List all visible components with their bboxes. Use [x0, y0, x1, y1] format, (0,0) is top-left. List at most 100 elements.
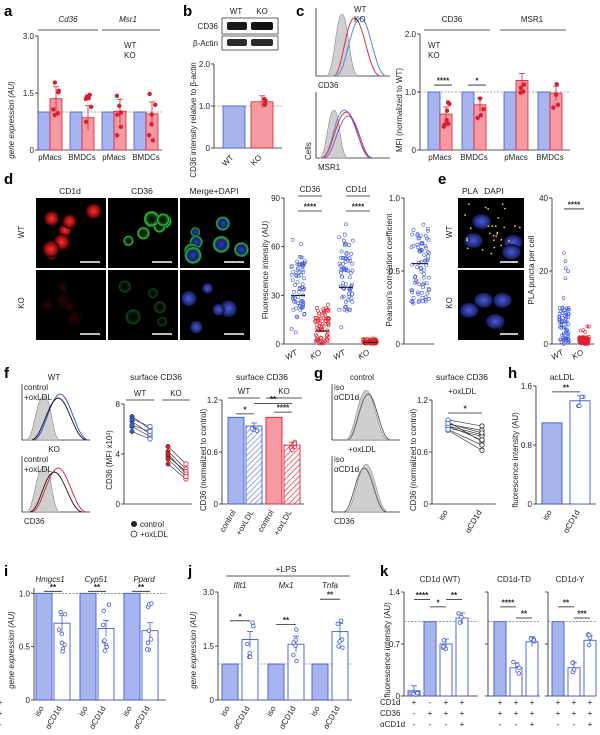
c-bar-ko-3 [549, 92, 563, 151]
f2-xlabel-3: +oxLDL [272, 508, 294, 537]
j-bar-0 [221, 663, 239, 701]
d1-point-0-64 [292, 299, 296, 304]
f1-control-1-3 [165, 461, 171, 467]
ylabel-j: gene expression (AU) [189, 611, 198, 689]
f2-3-point-2 [290, 447, 295, 453]
j-bar-1 [241, 639, 259, 701]
d-cell-0-0-3 [43, 210, 60, 227]
e-point-1-69 [586, 337, 590, 342]
h-bar-1 [569, 400, 591, 505]
e-point-1-66 [577, 336, 582, 341]
e-point-0-62 [564, 306, 569, 311]
k-cond-1-3: + [460, 709, 465, 718]
d1-point-2-20 [344, 308, 349, 313]
panel-letter-i: i [4, 563, 8, 580]
c-ko-0-point-5 [442, 122, 447, 128]
f2-1-point-3 [249, 426, 255, 431]
panel-letter-e: e [438, 171, 446, 188]
i-xlabel-4: iso [121, 704, 134, 718]
e-puncta-25 [466, 237, 468, 240]
ylabel-e: PLA puncta per cell [527, 235, 536, 304]
e-nucleus-0-0 [463, 232, 484, 249]
i-3-point-1 [106, 602, 112, 607]
k1-1-point-3 [516, 671, 522, 676]
d-cell-1-0-1 [64, 301, 76, 313]
e-point-0-60 [560, 333, 565, 338]
ylabel-d1: Fluorescence intensity (AU) [261, 221, 270, 320]
d1-point-0-29 [295, 262, 300, 267]
k2-bar-2 [583, 639, 597, 697]
panel-g: control iso αCD1d +oxLDL iso αCD1d CD36 … [331, 372, 496, 535]
d1-point-1-40 [313, 318, 318, 323]
e-puncta-4 [469, 227, 472, 230]
chart-b: 0 1.0 2.0 WT KO [199, 60, 282, 168]
a-ko-2-point-1 [115, 112, 120, 117]
c-ko-1-point-2 [481, 106, 486, 112]
row-label-wt-e: WT [445, 226, 454, 239]
e-puncta-11 [466, 239, 469, 242]
k0-2-sig: ** [451, 591, 458, 600]
d1-point-0-17 [290, 278, 295, 283]
a-ko-2-point-4 [114, 133, 120, 138]
e-point-0-22 [561, 296, 566, 300]
g-ticklabel-1: 0.6 [417, 448, 429, 457]
g-acd1d-4 [479, 447, 485, 453]
i-ticklabel-0: 0 [26, 696, 31, 705]
i-xlabel-2: iso [77, 704, 90, 718]
d1-point-1-58 [321, 309, 326, 313]
j-bar-4 [311, 663, 329, 701]
e-puncta-23 [500, 238, 503, 241]
d1-point-1-61 [314, 338, 319, 343]
e-nucleus-0-1 [471, 213, 492, 230]
d2-point-54 [414, 280, 419, 285]
f2-3-sig: **** [277, 404, 290, 413]
d1-point-0-65 [295, 280, 300, 285]
a-xlabel-3: BMDCs [132, 153, 160, 162]
e-point-0-57 [566, 269, 570, 274]
e-nucleus-1-1 [459, 302, 480, 319]
k2-2-point-3 [586, 632, 592, 638]
g-iso-8 [445, 420, 451, 426]
d-cell-0-1-2 [136, 226, 150, 240]
d2-point-24 [423, 258, 427, 263]
f1-oxldl-0-4 [147, 423, 153, 430]
legend-control-f-pair: control [140, 520, 164, 529]
d2-point-23 [409, 245, 414, 250]
d1-point-2-68 [347, 292, 351, 296]
d1-point-3-66 [363, 339, 368, 344]
d1-point-1-68 [317, 311, 321, 316]
d-cell-0-1-6 [156, 212, 170, 227]
a-ko-1-point-4 [83, 119, 89, 124]
d1-point-1-34 [313, 315, 318, 320]
gene-label-cyp51: Cyp51 [84, 575, 107, 584]
k-cond-1-9: + [588, 709, 593, 718]
c-ko-3-point-3 [551, 105, 556, 110]
a-ko-2-point-3 [117, 103, 122, 109]
legend-oxldl-f-bot: +oxLDL [24, 465, 52, 474]
k-cond-1-8: + [572, 709, 577, 718]
chart-d-intensity: 0 30 60 90 WT KO WT KO **** **** [271, 194, 379, 362]
e-puncta-13 [493, 246, 496, 249]
i-xlabel-0: iso [33, 704, 46, 718]
d2-point-37 [423, 244, 428, 248]
b-xlabel-1: KO [249, 153, 264, 168]
d-cell-1-0-4 [56, 281, 70, 295]
e-puncta-15 [490, 252, 493, 255]
k-cond-2-7: - [557, 720, 560, 729]
g-ticklabel-0: 0 [424, 500, 429, 509]
e-puncta-21 [496, 233, 499, 235]
d2-point-74 [424, 236, 429, 241]
row-label-ko-d: KO [17, 297, 26, 309]
j-bar-3 [287, 643, 305, 701]
j-ticklabel-1: 1.5 [203, 642, 215, 651]
d1-point-1-15 [321, 324, 326, 328]
d2-point-78 [421, 222, 426, 227]
e-puncta-1 [518, 226, 521, 229]
e-point-1-56 [585, 339, 590, 344]
ylabel-f1: CD36 (MFI x10³) [105, 430, 114, 490]
c-ko-2-point-2 [518, 90, 523, 95]
d2-point-30 [415, 242, 420, 247]
d2-point-9 [426, 275, 431, 280]
k-cond-2-2: - [445, 720, 448, 729]
d1-point-2-42 [344, 222, 348, 227]
